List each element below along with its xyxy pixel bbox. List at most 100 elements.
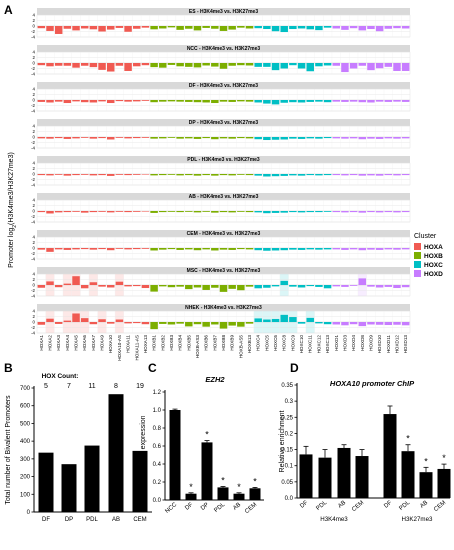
x-tick-label: CEM [244, 502, 258, 515]
y-tick-label: -2 [31, 140, 35, 145]
significance-star: * [442, 453, 446, 463]
bar [54, 174, 63, 175]
significance-star: * [189, 482, 193, 492]
bar [72, 174, 80, 176]
bar [159, 63, 167, 68]
facet-title: NCC - H3K4me3 vs. H3K27me3 [187, 46, 261, 52]
bar [306, 211, 314, 213]
significance-star: * [237, 482, 241, 492]
facet-title: ES - H3K4me3 vs. H3K27me3 [189, 9, 258, 15]
bar [219, 174, 228, 176]
bar [401, 137, 410, 139]
bar [393, 248, 401, 250]
bar [72, 26, 80, 31]
bar [80, 211, 89, 213]
bar [401, 174, 410, 176]
x-tick-label: HOXA6 [82, 335, 87, 351]
bar [349, 26, 358, 29]
bar [219, 285, 228, 292]
bar [306, 317, 314, 322]
hox-count-value: 5 [44, 383, 48, 390]
bar [159, 322, 167, 324]
bar [89, 26, 98, 30]
x-tick-label: DF [184, 502, 194, 512]
bar [167, 100, 176, 102]
bar [106, 137, 115, 140]
y-tick-label: 2 [33, 55, 36, 60]
bar [263, 319, 271, 322]
bar [323, 26, 332, 28]
bar [106, 100, 115, 104]
bar [63, 63, 72, 66]
bar [150, 63, 158, 68]
bar [401, 26, 410, 29]
bar [367, 211, 375, 213]
facet-strip [37, 119, 410, 126]
legend-swatch [414, 252, 421, 259]
bar [185, 100, 193, 102]
bar [245, 63, 254, 66]
x-tick-label: HOXD8 [360, 335, 365, 351]
x-tick-label: HOXB5 [186, 335, 191, 351]
y-tick-label: 2 [33, 203, 36, 208]
x-tick-label: NCC [164, 502, 178, 515]
bar [115, 319, 124, 322]
bar [393, 100, 401, 102]
x-tick-label: PDL [86, 517, 98, 523]
bar [384, 100, 393, 102]
bar [228, 248, 236, 250]
bar [237, 322, 245, 327]
facet-title: DF - H3K4me3 vs. H3K27me3 [189, 83, 258, 89]
x-tick-label: HOXA1 [39, 335, 44, 351]
bar [54, 26, 63, 34]
legend-swatch [414, 261, 421, 268]
bar [306, 174, 314, 176]
bar [124, 26, 132, 32]
bar [54, 211, 63, 213]
bar [323, 174, 332, 176]
bar [54, 285, 63, 288]
x-tick-label: HOXA10 [108, 335, 113, 354]
bar [315, 211, 323, 213]
facet-title: DP - H3K4me3 vs. H3K27me3 [189, 120, 259, 126]
significance-star: * [424, 456, 428, 466]
y-tick-label: 4 [33, 161, 36, 166]
bar [289, 317, 297, 322]
bar [245, 26, 254, 29]
bar [150, 248, 158, 251]
bar [289, 248, 297, 250]
bar [193, 137, 202, 139]
bar [245, 285, 254, 287]
x-tick-label: HOXB7 [212, 335, 217, 351]
bar [63, 100, 72, 104]
bar [202, 248, 210, 250]
bar [167, 137, 176, 138]
legend-swatch [414, 243, 421, 250]
bar [280, 314, 288, 322]
bar [315, 322, 323, 324]
y-tick-label: 2 [33, 240, 36, 245]
bar [375, 248, 384, 250]
bar [219, 322, 228, 329]
bar [289, 63, 297, 66]
y-tick-label: 0 [33, 98, 36, 103]
bar [393, 211, 401, 213]
bar [280, 100, 288, 103]
bar [297, 285, 306, 288]
bar [89, 211, 98, 213]
y-tick-label: 0.15 [281, 448, 293, 454]
bar [341, 248, 349, 250]
facet-strip [37, 8, 410, 15]
bar [237, 248, 245, 250]
y-tick-label: 1.2 [153, 390, 162, 396]
y-tick-label: 4 [33, 272, 36, 277]
bar [80, 248, 89, 250]
bar [150, 322, 158, 330]
bar [393, 137, 401, 139]
x-tick-label: HOXC9 [290, 335, 295, 351]
bar [167, 322, 176, 325]
x-tick-label: AB [419, 500, 429, 510]
bar [233, 493, 245, 500]
bar [159, 285, 167, 287]
bar [141, 63, 150, 66]
